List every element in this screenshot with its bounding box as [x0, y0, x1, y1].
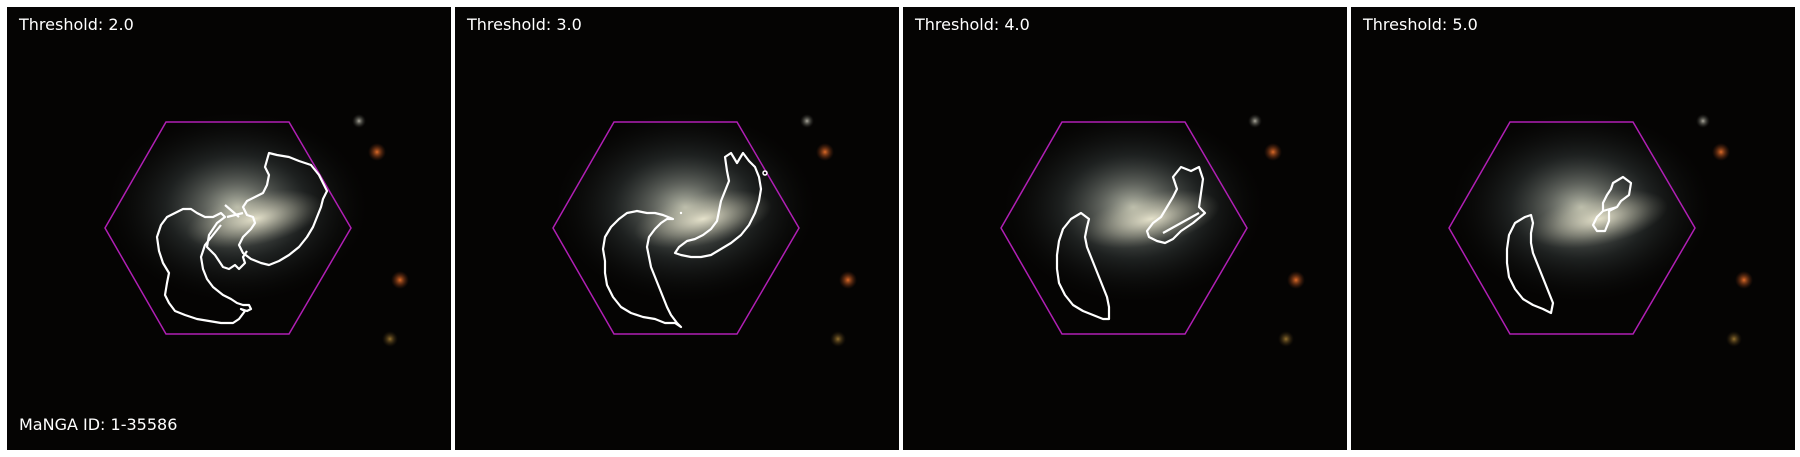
- contour-spur: [224, 204, 244, 219]
- ifu-hexagon: [552, 121, 800, 335]
- contour-region-right: [1145, 165, 1207, 245]
- contour-region-left: [601, 209, 683, 329]
- contour-region-left: [1055, 211, 1111, 321]
- threshold-label: Threshold: 5.0: [1363, 15, 1478, 34]
- image-panel-threshold-5: Threshold: 5.0: [1351, 7, 1795, 450]
- manga-id-label: MaNGA ID: 1-35586: [19, 415, 178, 434]
- contour-region-right: [237, 151, 329, 267]
- contour-speck: [762, 170, 768, 176]
- threshold-label: Threshold: 4.0: [915, 15, 1030, 34]
- threshold-label: Threshold: 3.0: [467, 15, 582, 34]
- contour-region-right: [1591, 175, 1633, 233]
- image-panel-threshold-3: Threshold: 3.0: [455, 7, 899, 450]
- galaxy-image: [7, 7, 451, 450]
- galaxy-image: [903, 7, 1347, 450]
- ifu-hexagon: [1000, 121, 1248, 335]
- galaxy-image: [455, 7, 899, 450]
- ifu-hexagon: [1448, 121, 1696, 335]
- contour-region-left: [1505, 213, 1555, 315]
- contour-region-left: [155, 207, 253, 325]
- threshold-label: Threshold: 2.0: [19, 15, 134, 34]
- galaxy-image: [1351, 7, 1795, 450]
- contour-region-right: [673, 151, 763, 259]
- contour-speck: [679, 211, 683, 215]
- image-panel-threshold-2: Threshold: 2.0 MaNGA ID: 1-35586: [7, 7, 451, 450]
- image-panel-threshold-4: Threshold: 4.0: [903, 7, 1347, 450]
- ifu-hexagon: [104, 121, 352, 335]
